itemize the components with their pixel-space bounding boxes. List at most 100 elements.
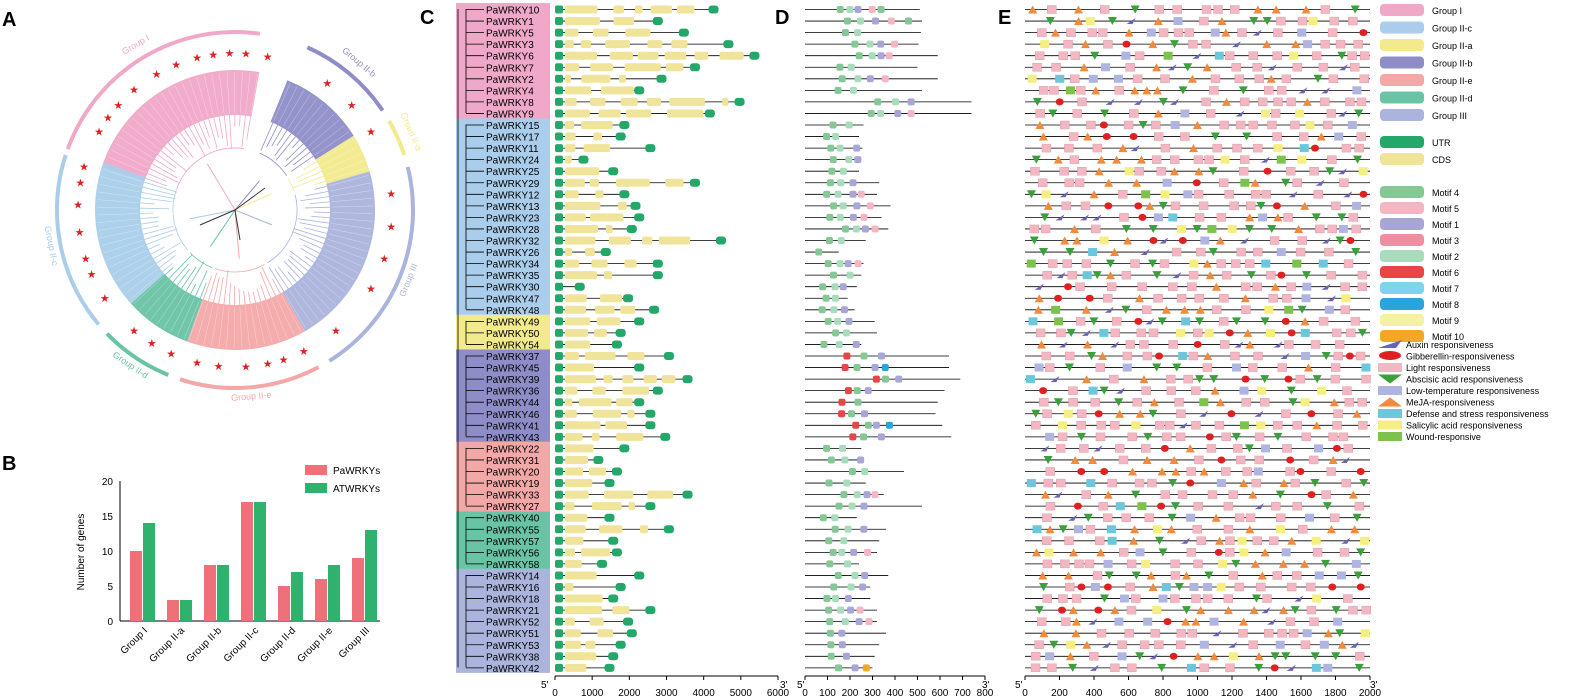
- legend-label: Defense and stress responsiveness: [1406, 409, 1549, 419]
- meja-element: [1132, 178, 1142, 187]
- aba-element: [1031, 155, 1041, 164]
- utr-block: [645, 606, 656, 615]
- arc-label-group-iib: Group II-b: [340, 45, 377, 79]
- gibberellin-element: [1077, 468, 1086, 475]
- light-responsive-element: [1159, 259, 1170, 268]
- motif-box: [819, 283, 827, 291]
- aba-element: [1320, 559, 1330, 568]
- light-responsive-element: [1106, 282, 1117, 291]
- gene-label-stroke: [97, 199, 139, 203]
- bar: [352, 558, 364, 621]
- bar: [254, 502, 266, 621]
- light-responsive-element: [1235, 455, 1246, 465]
- aba-element: [1256, 201, 1266, 210]
- utr-block: [593, 455, 604, 464]
- cds-block: [565, 352, 580, 360]
- y-tick-label: 20: [102, 477, 114, 488]
- salicylic-element: [1300, 398, 1310, 407]
- cds-block: [612, 606, 630, 615]
- light-responsive-element: [1051, 63, 1061, 72]
- light-responsive-element: [1047, 663, 1057, 673]
- utr-block: [634, 213, 645, 222]
- cds-block: [565, 97, 577, 106]
- cds-block: [609, 51, 633, 60]
- light-responsive-element: [1109, 374, 1119, 384]
- salicylic-element: [1311, 536, 1321, 545]
- panel-letter-c: C: [420, 7, 434, 29]
- low-temp-element: [1301, 352, 1311, 360]
- utr-block: [597, 559, 608, 568]
- tree-branch: [154, 158, 176, 173]
- motif-box: [841, 618, 849, 626]
- auxin-element: [1088, 618, 1098, 625]
- y-tick-label: 15: [102, 512, 114, 523]
- motif-box: [860, 525, 868, 533]
- motif-box: [826, 560, 834, 568]
- light-responsive-element: [1081, 259, 1092, 268]
- star-marker: ★: [192, 357, 202, 369]
- low-temp-element: [1336, 571, 1346, 580]
- cds-block: [584, 352, 616, 360]
- meja-element: [1303, 363, 1313, 372]
- utr-block: [615, 583, 626, 591]
- gibberellin-element: [1332, 444, 1341, 452]
- legend-label: Motif 3: [1432, 236, 1459, 246]
- gene-label-stroke: [331, 190, 372, 197]
- wound-element: [1137, 502, 1147, 511]
- motif-box: [877, 433, 885, 441]
- group-arc: [306, 45, 385, 112]
- light-responsive-element: [1055, 444, 1066, 453]
- gibberellin-element: [1311, 144, 1320, 152]
- light-responsive-element: [1210, 74, 1221, 84]
- cds-block: [565, 51, 598, 60]
- light-responsive-element: [1312, 548, 1323, 557]
- gibberellin-element: [1103, 583, 1112, 591]
- cds-block: [591, 432, 600, 441]
- motif-box: [832, 595, 840, 603]
- salicylic-element: [1295, 109, 1305, 118]
- motif-box: [864, 421, 872, 429]
- light-responsive-element: [1142, 351, 1153, 361]
- gibberellin-element: [1307, 410, 1316, 418]
- aba-element: [1354, 109, 1364, 118]
- motif-box: [885, 52, 893, 60]
- meja-element: [1043, 201, 1053, 210]
- light-responsive-element: [1071, 594, 1082, 603]
- meja-element: [1245, 340, 1255, 349]
- light-responsive-element: [1098, 28, 1108, 37]
- motif-box: [877, 109, 885, 117]
- aba-element: [1238, 86, 1248, 95]
- utr-block: [555, 409, 563, 418]
- meja-element: [1129, 536, 1139, 545]
- light-responsive-element: [1199, 16, 1209, 26]
- light-responsive-element: [1207, 490, 1218, 499]
- aba-element: [1154, 536, 1164, 545]
- light-responsive-element: [1330, 513, 1340, 522]
- light-responsive-element: [1081, 490, 1092, 499]
- motif-box: [852, 421, 860, 429]
- aba-element: [1087, 352, 1097, 360]
- meja-element: [1189, 144, 1199, 153]
- motif-box: [824, 260, 832, 268]
- axis-tick-label: 400: [887, 688, 904, 699]
- motif-box: [830, 583, 838, 591]
- meja-element: [1146, 571, 1156, 580]
- light-responsive-element: [1340, 282, 1350, 291]
- low-temp-element: [1153, 213, 1163, 222]
- aba-element: [1068, 663, 1078, 672]
- legend-label: Group I: [1432, 6, 1462, 16]
- aba-element: [1040, 213, 1050, 222]
- gene-label-stroke: [203, 304, 214, 345]
- meja-element: [1287, 536, 1297, 545]
- motif-box: [871, 491, 879, 499]
- meja-element: [1139, 375, 1149, 384]
- light-responsive-element: [1127, 663, 1137, 673]
- light-responsive-element: [1218, 178, 1229, 187]
- motif-box: [847, 583, 855, 591]
- light-responsive-element: [1068, 132, 1079, 141]
- meja-element: [1135, 294, 1145, 303]
- light-responsive-element: [1102, 513, 1113, 522]
- utr-block: [555, 63, 563, 72]
- group-label-band: [315, 135, 370, 184]
- gene-label: PaWRKY24: [486, 156, 540, 167]
